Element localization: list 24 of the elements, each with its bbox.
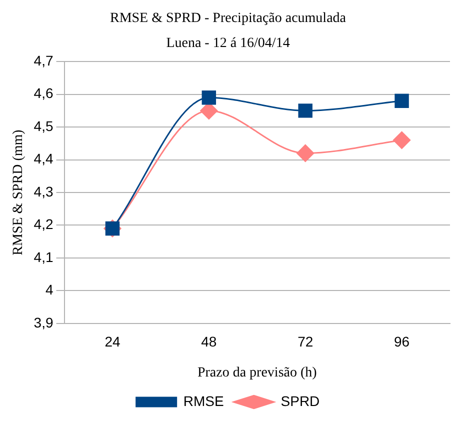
legend-label: SPRD [280,392,320,409]
legend-label: RMSE [183,392,224,409]
point [298,104,312,118]
y-tick-label: 4,5 [34,118,54,134]
y-axis-title: RMSE & SPRD (mm) [11,129,26,256]
x-tick-label: 48 [201,334,217,350]
point [393,131,411,149]
chart-subtitle: Luena - 12 á 16/04/14 [166,36,290,51]
y-tick-label: 4,4 [34,150,54,167]
x-tick-label: 96 [394,334,410,350]
y-tick-label: 4 [45,282,54,298]
y-tick-label: 4,7 [34,52,54,68]
x-tick-label: 24 [104,334,120,350]
point [202,90,216,105]
x-tick-label: 72 [298,334,314,350]
y-tick-label: 4,1 [34,248,54,265]
point [296,144,314,162]
x-axis-title: Prazo da previsão (h) [197,365,318,380]
y-tick-label: 3,9 [34,314,54,330]
y-tick-label: 4,6 [34,85,54,102]
y-tick-label: 4,2 [34,216,54,232]
chart-title: RMSE & SPRD - Precipitação acumulada [110,11,347,26]
y-tick-label: 4,3 [34,183,54,200]
point [394,94,409,108]
